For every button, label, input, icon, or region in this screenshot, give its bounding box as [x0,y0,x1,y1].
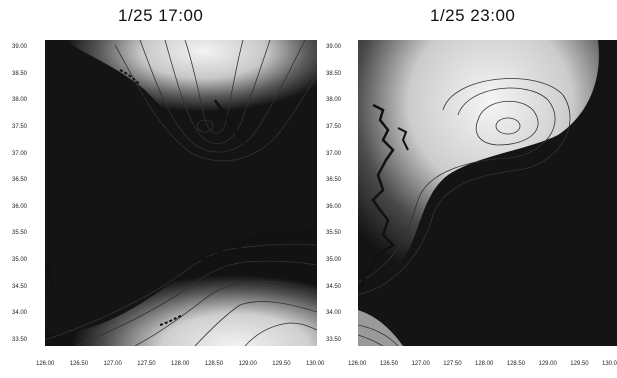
panel-1-x-tick: 127.50 [137,361,156,367]
panel-2-x-tick: 128.50 [506,361,526,367]
panel-2-y-tick: 36.50 [326,177,342,184]
panel-2-y-tick: 34.00 [326,310,342,317]
panel-1-map [45,40,317,346]
panel-2-x-tick: 128.00 [475,361,494,367]
panel-1-marker-south [159,314,184,326]
panel-2-contours [358,78,571,346]
panel-2-x-tick: 127.50 [443,361,462,367]
panel-2-coast-fragment [397,127,409,151]
panel-2-coastline [364,103,395,276]
panel-2-title: 1/25 23:00 [430,6,516,25]
panel-2-x-tick: 130.00 [602,361,617,367]
panel-1-x-tick: 127.00 [103,361,122,367]
panel-1-x-tick: 128.50 [204,361,224,367]
panel-2-bottom-patch [358,310,403,346]
panel-1-y-tick: 39.00 [12,44,28,50]
panel-1-track-south [194,233,290,262]
panel-2-y-tick: 37.50 [326,123,342,130]
panel-2-y-tick: 36.00 [326,203,342,210]
panel-1-y-tick: 34.00 [12,310,28,317]
panel-1-x-tick: 126.50 [69,361,89,367]
panel-1-x-tick: 130.00 [306,361,325,367]
panel-1-y-tick: 33.50 [12,337,28,343]
panel-2-map-svg [358,40,617,346]
panel-2-y-tick: 38.50 [326,70,342,77]
panel-2-map [358,40,617,346]
panel-2-x-tick: 126.00 [348,361,367,367]
panel-1-x-tick: 128.00 [171,361,190,367]
panel-2-y-tick: 33.50 [326,337,342,343]
panel-2-x-tick: 129.50 [570,361,589,367]
panel-1-y-tick: 36.00 [12,203,28,210]
panel-2-y-tick: 34.50 [326,283,342,290]
panel-1-marker-north [119,69,141,86]
panel-1-y-tick: 34.50 [12,283,28,290]
panel-1-y-tick: 38.50 [12,70,28,77]
panel-1-y-tick: 36.50 [12,177,28,184]
panel-2-y-tick: 39.00 [326,44,342,50]
panel-2-y-tick: 38.00 [326,97,342,104]
panel-1-y-tick: 37.50 [12,123,28,130]
panel-1-contours [45,40,317,346]
panel-1-x-tick: 129.00 [238,361,257,367]
panel-2-x-tick: 129.00 [538,361,557,367]
panel-2-x-tick: 126.50 [379,361,399,367]
panel-2-light-region [358,40,599,290]
panel-2-y-tick: 35.00 [326,257,342,264]
panel-1-title: 1/25 17:00 [118,6,204,25]
panel-2-y-tick: 37.00 [326,150,342,157]
panel-1-y-tick: 35.50 [12,230,28,237]
panel-1-x-tick: 129.50 [272,361,291,367]
panel-1-map-svg [45,40,317,346]
panel-1-bottom-lobe [45,228,317,346]
panel-2-x-tick: 127.00 [411,361,430,367]
panel-1-y-tick: 35.00 [12,257,28,264]
panel-1-x-tick: 126.00 [36,361,55,367]
panel-1-y-tick: 37.00 [12,150,28,157]
panel-1-top-lobe [65,40,317,150]
panel-1-track-north [213,99,251,151]
panel-1-coastline [45,263,55,292]
panel-2-coast-south [358,273,366,287]
panel-1-y-tick: 38.00 [12,97,28,104]
panel-2-y-tick: 35.50 [326,230,342,237]
